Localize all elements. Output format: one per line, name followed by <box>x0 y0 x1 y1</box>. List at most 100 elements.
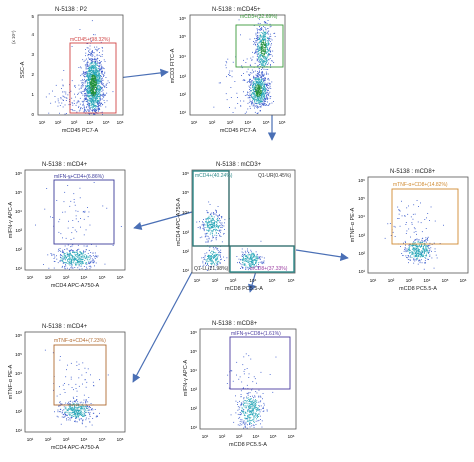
event-dot <box>88 111 89 112</box>
event-dot <box>267 83 268 84</box>
event-dot <box>94 82 95 83</box>
event-dot <box>79 111 80 112</box>
event-dot <box>243 264 244 265</box>
event-dot <box>415 259 416 260</box>
event-dot <box>245 413 246 414</box>
event-dot <box>97 106 98 107</box>
event-dot <box>427 249 428 250</box>
event-dot <box>263 40 264 41</box>
event-dot <box>66 113 67 114</box>
event-dot <box>90 108 91 109</box>
event-dot <box>62 260 63 261</box>
event-dot <box>405 224 406 225</box>
event-dot <box>93 102 94 103</box>
event-dot <box>418 256 419 257</box>
event-dot <box>264 80 265 81</box>
event-dot <box>210 255 211 256</box>
y-tick: 10¹ <box>15 266 22 271</box>
event-dot <box>270 52 271 53</box>
event-dot <box>397 207 398 208</box>
event-dot <box>210 228 211 229</box>
event-dot <box>260 102 261 103</box>
event-dot <box>87 100 88 101</box>
event-dot <box>86 267 87 268</box>
event-dot <box>93 72 94 73</box>
event-dot <box>90 98 91 99</box>
event-dot <box>99 63 100 64</box>
event-dot <box>250 422 251 423</box>
event-dot <box>95 107 96 108</box>
event-dot <box>390 223 391 224</box>
event-dot <box>252 255 253 256</box>
event-dot <box>423 256 424 257</box>
event-dot <box>77 255 78 256</box>
event-dot <box>260 95 261 96</box>
gate-label: mCD8+(37.33%) <box>250 266 288 272</box>
event-dot <box>421 245 422 246</box>
event-dot <box>82 253 83 254</box>
event-dot <box>97 77 98 78</box>
event-dot <box>46 188 47 189</box>
x-ticks: 10¹ 10² 10³ 10⁴ 10⁵ 10⁶ <box>39 120 124 125</box>
event-dot <box>66 100 67 101</box>
event-dot <box>62 256 63 257</box>
event-dot <box>249 400 250 401</box>
event-dot <box>247 109 248 110</box>
event-dot <box>92 106 93 107</box>
event-dot <box>92 74 93 75</box>
event-dot <box>421 254 422 255</box>
y-tick: 10⁵ <box>182 190 189 195</box>
event-dot <box>248 395 249 396</box>
event-dot <box>238 406 239 407</box>
event-dot <box>76 231 77 232</box>
event-dot <box>75 263 76 264</box>
event-dot <box>247 71 248 72</box>
event-dot <box>97 55 98 56</box>
event-dot <box>63 259 64 260</box>
event-dot <box>103 97 104 98</box>
event-dot <box>256 83 257 84</box>
event-dot <box>243 260 244 261</box>
event-dot <box>80 92 81 93</box>
event-dot <box>272 56 273 57</box>
event-dot <box>257 417 258 418</box>
event-dot <box>206 218 207 219</box>
event-dot <box>266 72 267 73</box>
event-dot <box>91 55 92 56</box>
event-dot <box>216 237 217 238</box>
event-dot <box>248 74 249 75</box>
event-dot <box>270 98 271 99</box>
event-dot <box>97 100 98 101</box>
event-dot <box>212 235 213 236</box>
event-dot <box>259 94 260 95</box>
event-dot <box>76 388 77 389</box>
event-dot <box>265 93 266 94</box>
event-dot <box>259 50 260 51</box>
event-dot <box>98 80 99 81</box>
event-dot <box>255 414 256 415</box>
event-dot <box>258 402 259 403</box>
event-dot <box>84 219 85 220</box>
event-dot <box>212 254 213 255</box>
event-dot <box>73 416 74 417</box>
event-dot <box>65 94 66 95</box>
event-dot <box>69 206 70 207</box>
event-dot <box>91 94 92 95</box>
event-dot <box>93 97 94 98</box>
event-dot <box>252 409 253 410</box>
event-dot <box>98 49 99 50</box>
event-dot <box>84 246 85 247</box>
event-dot <box>409 249 410 250</box>
panel-title: N-5138 : mCD3+ <box>216 162 262 168</box>
event-dot <box>98 108 99 109</box>
event-dot <box>242 268 243 269</box>
event-dot <box>90 82 91 83</box>
event-dot <box>75 205 76 206</box>
event-dot <box>88 257 89 258</box>
event-dot <box>244 420 245 421</box>
event-dot <box>261 80 262 81</box>
event-dot <box>260 106 261 107</box>
event-dot <box>83 85 84 86</box>
event-dot <box>258 410 259 411</box>
event-dot <box>426 248 427 249</box>
